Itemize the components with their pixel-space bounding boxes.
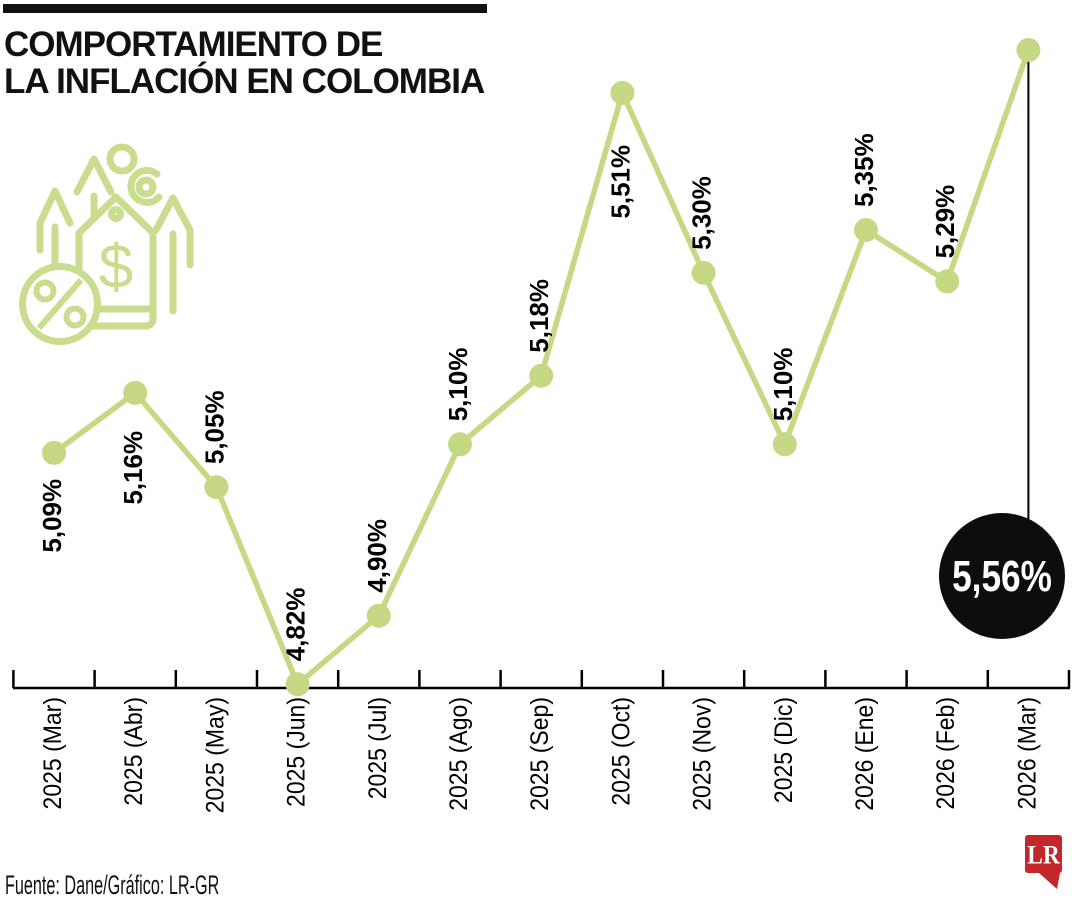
data-point-marker — [854, 218, 878, 242]
x-axis-label: 2025 (Nov) — [689, 697, 717, 811]
point-value-label: 5,35% — [849, 133, 879, 207]
x-axis-label: 2025 (Ago) — [445, 697, 473, 811]
highlight-bubble — [939, 513, 1065, 639]
x-axis-label: 2025 (Jun) — [283, 697, 311, 807]
data-point-marker — [204, 475, 229, 500]
lr-logo-text: LR — [1027, 841, 1061, 869]
title-line-2: LA INFLACIÓN EN COLOMBIA — [4, 62, 485, 101]
data-point-marker — [123, 380, 148, 405]
icon-dollar-sign: $ — [99, 233, 133, 302]
x-axis-label: 2025 (Jul) — [364, 697, 392, 799]
data-point-marker — [610, 80, 635, 105]
data-point-marker — [448, 432, 472, 457]
x-axis-label: 2025 (Mar) — [39, 697, 67, 809]
data-point-marker — [772, 432, 797, 457]
point-value-label: 5,51% — [605, 145, 635, 219]
point-value-label: 5,05% — [199, 390, 229, 464]
rising-prices-icon: $ — [19, 143, 194, 345]
x-axis-label: 2025 (Dic) — [770, 697, 798, 803]
page-title: COMPORTAMIENTO DE LA INFLACIÓN EN COLOMBI… — [4, 25, 485, 101]
x-axis-label: 2025 (Sep) — [526, 697, 554, 811]
title-bar — [3, 4, 487, 13]
data-point-marker — [529, 363, 554, 388]
lr-logo-box — [1025, 835, 1062, 873]
data-point-marker — [366, 603, 391, 628]
x-axis-label: 2025 (May) — [202, 697, 230, 813]
point-value-label: 5,10% — [443, 348, 473, 422]
point-value-label: 4,82% — [281, 588, 311, 662]
data-point-marker — [285, 672, 310, 697]
point-value-label: 4,90% — [362, 519, 392, 593]
point-value-label: 5,29% — [930, 185, 960, 259]
data-point-marker — [1016, 38, 1041, 62]
lr-logo-tail — [1039, 873, 1060, 889]
title-line-1: COMPORTAMIENTO DE — [4, 25, 383, 64]
point-value-label: 5,30% — [687, 176, 717, 250]
x-axis-label: 2025 (Abr) — [120, 697, 148, 806]
x-axis-label: 2026 (Feb) — [932, 697, 960, 809]
point-value-label: 5,09% — [37, 479, 67, 553]
x-axis-label: 2026 (Mar) — [1014, 697, 1042, 809]
source-credit: Fuente: Dane/Gráfico: LR-GR — [5, 870, 220, 900]
data-point-marker — [691, 260, 716, 285]
highlight-value-label: 5,56% — [952, 552, 1052, 601]
x-axis-label: 2025 (Oct) — [608, 697, 636, 806]
point-value-label: 5,16% — [118, 431, 148, 505]
data-point-marker — [935, 269, 960, 294]
point-value-label: 5,10% — [768, 348, 798, 422]
x-axis-label: 2026 (Ene) — [851, 697, 879, 811]
lr-logo: LR — [1025, 835, 1062, 889]
data-point-marker — [42, 440, 66, 465]
point-value-label: 5,18% — [524, 279, 554, 353]
